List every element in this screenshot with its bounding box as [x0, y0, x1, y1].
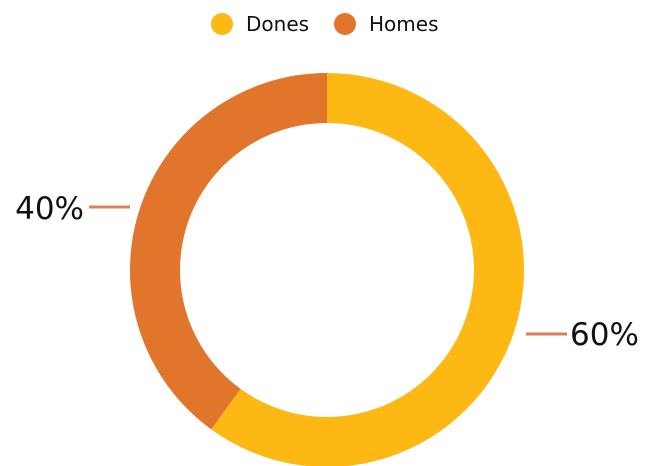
donut-slice-homes[interactable]: [130, 73, 327, 430]
data-labels: 60% 40%: [15, 191, 639, 353]
legend-item-homes[interactable]: Homes: [334, 12, 438, 36]
legend-item-dones[interactable]: Dones: [211, 12, 309, 36]
donut-slices: [130, 73, 524, 466]
legend: Dones Homes: [211, 12, 438, 36]
legend-label-dones: Dones: [246, 12, 309, 36]
legend-swatch-homes: [334, 13, 356, 35]
data-label-homes: 40%: [15, 191, 84, 227]
data-label-dones: 60%: [570, 317, 639, 353]
legend-label-homes: Homes: [369, 12, 438, 36]
legend-swatch-dones: [211, 13, 233, 35]
donut-slice-dones[interactable]: [211, 73, 524, 466]
